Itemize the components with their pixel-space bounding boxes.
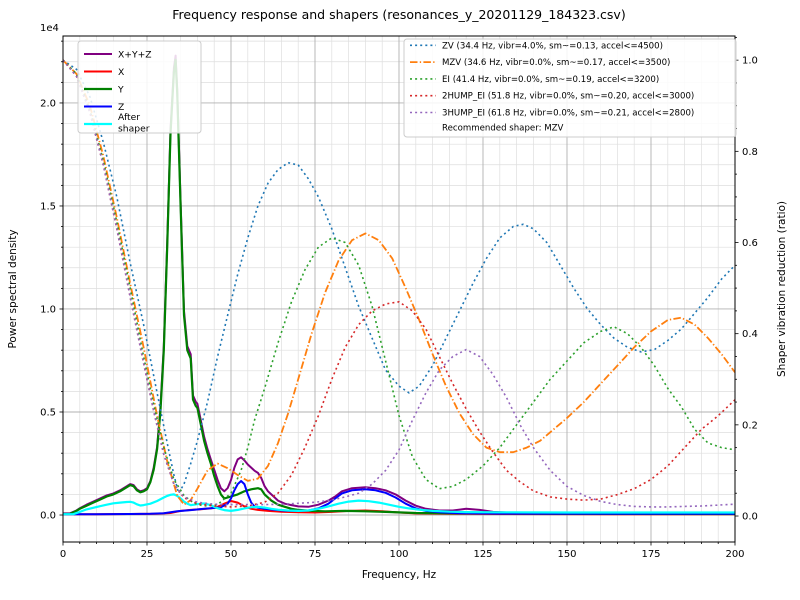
- curve-3HUMP_EI: [63, 59, 735, 508]
- x-axis-title: Frequency, Hz: [362, 569, 437, 581]
- legend-entry-label: 2HUMP_EI (51.8 Hz, vibr=0.0%, sm~=0.20, …: [442, 92, 694, 102]
- legend-entry-label: Y: [117, 85, 124, 96]
- legend-entry-label: ZV (34.4 Hz, vibr=4.0%, sm~=0.13, accel<…: [442, 41, 663, 51]
- curve-2HUMP_EI: [63, 59, 735, 508]
- curve-MZV: [63, 59, 735, 506]
- x-tick-label: 25: [141, 549, 154, 560]
- y-right-tick-label: 1.0: [742, 56, 758, 67]
- y-left-tick-label: 1.0: [40, 304, 56, 315]
- y-right-tick-label: 0.0: [742, 512, 758, 523]
- x-tick-label: 75: [309, 549, 322, 560]
- legend-box: [403, 38, 737, 138]
- x-tick-label: 200: [725, 549, 744, 560]
- legend-entry-label: Z: [118, 102, 124, 113]
- x-tick-label: 175: [641, 549, 660, 560]
- legend-entry-label: shaper: [118, 124, 150, 135]
- right-axis-title: Shaper vibration reduction (ratio): [776, 201, 788, 377]
- legend-entry-label: After: [118, 112, 140, 123]
- axis-ticks: 0 25 50 75 100 125 150 175 200 0.0 0.5 1.0 1.5 2.0 0.0…: [40, 36, 758, 560]
- x-tick-label: 50: [225, 549, 238, 560]
- y-right-tick-label: 0.2: [742, 420, 758, 431]
- y-left-tick-label: 1.5: [40, 201, 56, 212]
- x-tick-label: 100: [389, 549, 408, 560]
- legend-entry-label: 3HUMP_EI (61.8 Hz, vibr=0.0%, sm~=0.21, …: [442, 109, 694, 119]
- y-left-tick-label: 2.0: [40, 98, 56, 109]
- legend-entry-label: EI (41.4 Hz, vibr=0.0%, sm~=0.19, accel<…: [442, 75, 659, 85]
- curves: [63, 54, 735, 516]
- curve-After-shaper: [63, 493, 735, 516]
- legend-entry-label: X+Y+Z: [118, 50, 152, 61]
- curve-Y: [63, 58, 735, 516]
- x-tick-label: 150: [557, 549, 576, 560]
- legend-entry-label: MZV (34.6 Hz, vibr=0.0%, sm~=0.17, accel…: [442, 58, 670, 68]
- curve-ZV: [63, 59, 735, 495]
- chart-title: Frequency response and shapers (resonanc…: [172, 7, 625, 22]
- y-right-tick-label: 0.8: [742, 147, 758, 158]
- legend-footer-note: Recommended shaper: MZV: [442, 124, 564, 134]
- y-left-tick-label: 0.5: [40, 407, 56, 418]
- curve-EI: [63, 59, 735, 507]
- y-right-tick-label: 0.6: [742, 238, 758, 249]
- y-left-tick-label: 0.0: [40, 511, 56, 522]
- left-axis-offset-label: 1e4: [40, 23, 59, 34]
- legend-shapers: ZV (34.4 Hz, vibr=4.0%, sm~=0.13, accel<…: [403, 38, 737, 138]
- left-axis-title: Power spectral density: [7, 229, 19, 348]
- x-tick-label: 0: [60, 549, 66, 560]
- legend-box: [77, 40, 202, 134]
- y-right-tick-label: 0.4: [742, 329, 758, 340]
- x-tick-label: 125: [473, 549, 492, 560]
- legend-entry-label: X: [118, 67, 124, 78]
